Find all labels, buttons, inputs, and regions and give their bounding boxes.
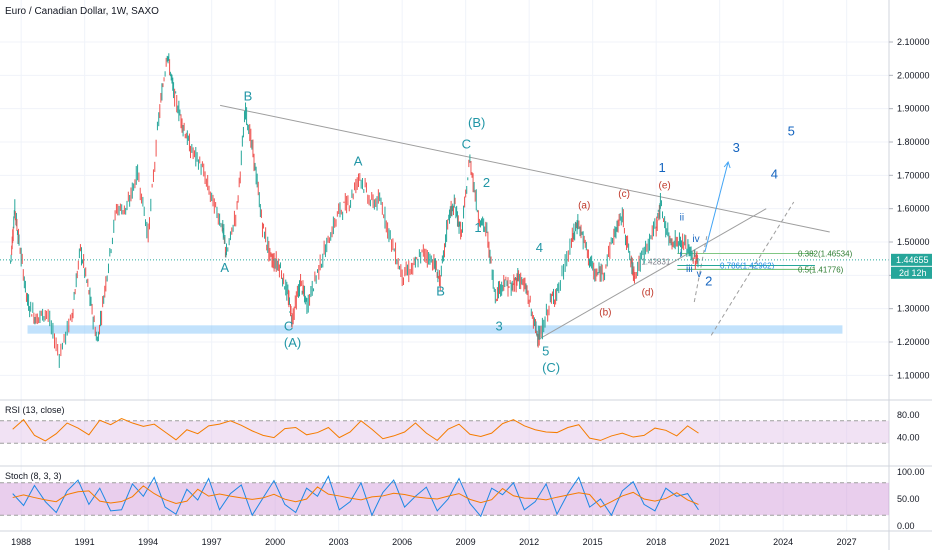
projection-arrowhead [723, 160, 731, 169]
wave-label: 2 [483, 175, 490, 190]
stoch-band [0, 482, 889, 516]
price-tick-label: 2.10000 [897, 37, 930, 47]
time-tick-label: 2006 [392, 537, 412, 547]
bar-countdown: 2d 12h [899, 268, 927, 278]
time-tick-label: 2024 [773, 537, 793, 547]
stoch-tick-100: 100.00 [897, 467, 925, 477]
wave-label: 1 [474, 220, 481, 235]
rsi-line [12, 418, 699, 442]
wave-label: ii [680, 212, 684, 223]
stoch-pane[interactable]: Stoch (8, 3, 3) 100.00 50.00 0.00 [0, 467, 925, 531]
lower-trendline[interactable] [539, 208, 767, 340]
wave-label: 3 [733, 140, 740, 155]
rsi-tick-40: 40.00 [897, 433, 920, 443]
wave-label: (a) [578, 201, 590, 212]
projection-arrow[interactable] [704, 161, 729, 253]
wave-label: 3 [496, 318, 503, 333]
wave-labels: BAC(A)AB(B)C21435(C)(a)(b)(c)(d)(e)1iiiv… [220, 88, 795, 375]
support-zone [27, 325, 843, 334]
last-price-value: 1.44655 [896, 255, 929, 265]
time-tick-label: 1994 [138, 537, 158, 547]
wave-label: iii [686, 264, 693, 275]
time-tick-label: 2018 [646, 537, 666, 547]
stoch-title: Stoch (8, 3, 3) [5, 471, 62, 481]
stoch-tick-0: 0.00 [897, 521, 915, 531]
time-tick-label: 2009 [456, 537, 476, 547]
wave-label: i [680, 249, 682, 260]
price-tick-label: 2.00000 [897, 70, 930, 80]
wave-label: (b) [599, 307, 611, 318]
wave-label: (B) [468, 115, 485, 130]
main-pane[interactable]: 0.382(1.46534) 0.786(1.42962) 0.5(1.41776)… [0, 0, 889, 531]
wave-label: (e) [659, 181, 671, 192]
stoch-k-line [12, 475, 699, 518]
price-tick-label: 1.60000 [897, 204, 930, 214]
wave-label: (C) [542, 360, 560, 375]
fib-level-label: 0.5(1.41776) [798, 265, 844, 274]
projection-channel-lower[interactable] [710, 201, 795, 336]
upper-trendline[interactable] [220, 104, 830, 233]
wave-label: iv [692, 234, 699, 245]
rsi-title: RSI (13, close) [5, 405, 65, 415]
time-tick-label: 1991 [75, 537, 95, 547]
fib-level-label: 0.786(1.42962) [720, 261, 775, 270]
wave-label: 5 [788, 123, 795, 138]
price-tick-label: 1.20000 [897, 337, 930, 347]
main-gridlines [0, 0, 889, 531]
time-tick-label: 2003 [329, 537, 349, 547]
chart-title: Euro / Canadian Dollar, 1W, SAXO [5, 6, 159, 17]
wave-label: C [284, 318, 293, 333]
time-tick-label: 1997 [202, 537, 222, 547]
wave-label: A [354, 153, 363, 168]
price-tick-label: 1.80000 [897, 137, 930, 147]
time-tick-label: 2027 [837, 537, 857, 547]
countdown-tag [891, 266, 932, 279]
projection-channel-upper[interactable] [693, 235, 708, 303]
price-tick-label: 1.30000 [897, 304, 930, 314]
price-series [10, 53, 699, 368]
wave-label: v [697, 269, 702, 280]
stoch-d-line [12, 485, 699, 508]
wave-label: B [436, 283, 445, 298]
time-tick-label: 2021 [710, 537, 730, 547]
rsi-tick-80: 80.00 [897, 410, 920, 420]
wave-label: A [220, 260, 229, 275]
wave-label: 1 [659, 160, 666, 175]
wave-label: (A) [284, 335, 301, 350]
time-tick-label: 2000 [265, 537, 285, 547]
fib-level-label: 0.382(1.46534) [798, 250, 853, 259]
wave-label: 2 [705, 273, 712, 288]
wave-label: C [462, 137, 471, 152]
time-tick-label: 2012 [519, 537, 539, 547]
wave-label: (c) [618, 189, 630, 200]
time-tick-label: 1988 [11, 537, 31, 547]
wave-label: (d) [642, 287, 654, 298]
fibonacci-levels[interactable]: 0.382(1.46534) 0.786(1.42962) 0.5(1.41776)… [641, 250, 852, 275]
wave-label: 4 [771, 167, 778, 182]
stoch-tick-50: 50.00 [897, 494, 920, 504]
fib-anchor-label: 1.42831 [641, 258, 670, 267]
price-tick-label: 1.70000 [897, 170, 930, 180]
price-tick-label: 1.10000 [897, 370, 930, 380]
last-price-tag [891, 253, 932, 266]
wave-label: B [244, 88, 253, 103]
time-tick-label: 2015 [583, 537, 603, 547]
wave-label: 5 [542, 343, 549, 358]
price-tick-label: 1.50000 [897, 237, 930, 247]
rsi-pane[interactable]: RSI (13, close) 80.00 40.00 [0, 405, 920, 444]
rsi-band [0, 420, 889, 444]
wave-label: 4 [536, 240, 543, 255]
price-tick-label: 1.90000 [897, 104, 930, 114]
time-axis[interactable]: 1988 1991 1994 1997 2000 2003 2006 2009 2012 2015… [11, 537, 857, 547]
last-price-badge: 1.44655 2d 12h [891, 253, 932, 279]
